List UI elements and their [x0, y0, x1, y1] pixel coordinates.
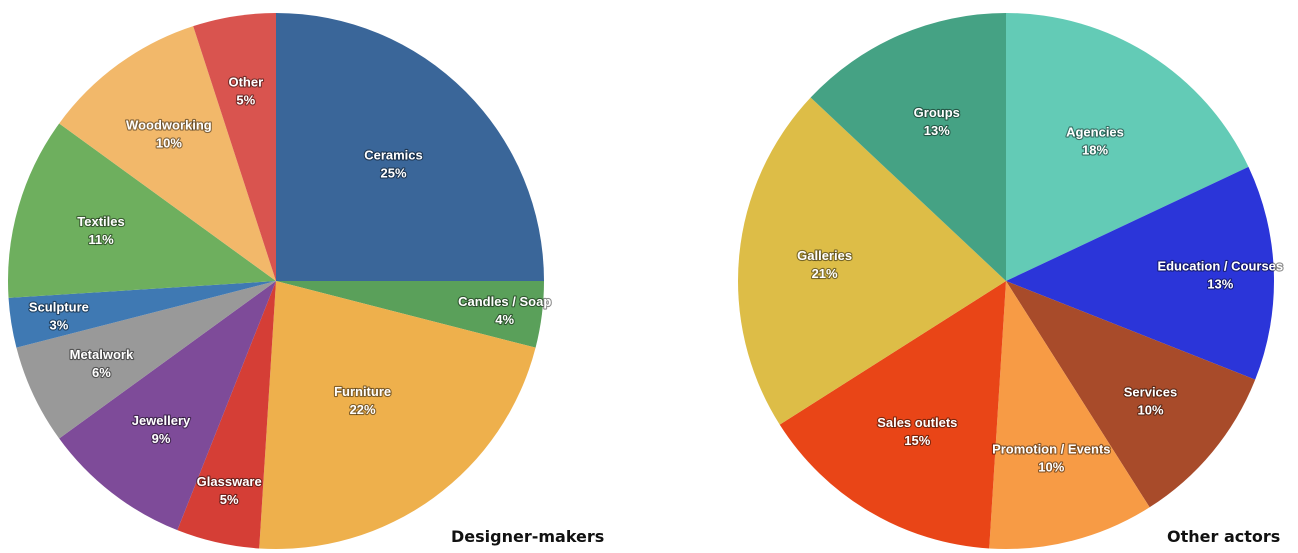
pie-slice-sculpture — [8, 281, 277, 348]
chart-title-other-actors: Other actors — [1167, 527, 1281, 546]
slice-label-agencies: Agencies 18% — [1066, 125, 1124, 158]
slice-value-woodworking: 10% — [156, 136, 182, 151]
slice-value-sculpture: 3% — [50, 317, 69, 332]
slice-category-services: Services — [1124, 385, 1178, 400]
slice-label-services: Services 10% — [1124, 385, 1178, 418]
slice-value-education-courses: 13% — [1207, 276, 1233, 291]
slice-value-textiles: 11% — [88, 232, 114, 247]
slice-value-galleries: 21% — [812, 266, 838, 281]
pie-slice-furniture — [259, 281, 536, 549]
slice-value-metalwork: 6% — [92, 365, 111, 380]
slice-category-glassware: Glassware — [197, 474, 262, 489]
pie-slice-education-courses — [1006, 166, 1274, 380]
pie-slice-metalwork — [16, 281, 276, 439]
slice-value-ceramics: 25% — [380, 166, 406, 181]
slice-category-woodworking: Woodworking — [126, 118, 212, 133]
slice-category-jewellery: Jewellery — [132, 413, 191, 428]
slice-value-other: 5% — [236, 92, 255, 107]
pie-slice-textiles — [8, 123, 277, 298]
pie-slice-jewellery — [59, 281, 277, 531]
pie-slice-ceramics — [276, 13, 544, 281]
slice-value-glassware: 5% — [220, 492, 239, 507]
slice-category-promotion-events: Promotion / Events — [992, 442, 1110, 457]
slice-value-furniture: 22% — [350, 402, 376, 417]
pie-slice-other — [193, 13, 276, 281]
slice-category-metalwork: Metalwork — [70, 347, 134, 362]
slice-label-other: Other 5% — [228, 74, 263, 107]
pie-chart-designer-makers: Ceramics 25% Candles / Soap 4% Furniture 22% G… — [8, 13, 552, 549]
slice-category-furniture: Furniture — [334, 384, 391, 399]
slice-value-promotion-events: 10% — [1038, 460, 1064, 475]
pie-slice-groups — [810, 13, 1006, 281]
chart-title-designer-makers: Designer-makers — [451, 527, 605, 546]
pie-slice-woodworking — [59, 26, 277, 282]
slice-label-ceramics: Ceramics 25% — [364, 148, 423, 181]
slice-label-promotion-events: Promotion / Events 10% — [992, 442, 1110, 475]
slice-category-candles-soap: Candles / Soap — [458, 294, 551, 309]
slice-category-sales-outlets: Sales outlets — [877, 415, 957, 430]
slice-category-textiles: Textiles — [77, 214, 124, 229]
pie-slice-agencies — [1006, 13, 1249, 281]
slice-label-metalwork: Metalwork 6% — [70, 347, 134, 380]
pie-chart-other-actors: Agencies 18% Education / Courses 13% Service… — [738, 13, 1284, 549]
slice-category-sculpture: Sculpture — [29, 299, 89, 314]
slice-category-groups: Groups — [914, 105, 960, 120]
slice-label-furniture: Furniture 22% — [334, 384, 391, 417]
pie-slice-promotion-events — [989, 281, 1150, 549]
slice-label-groups: Groups 13% — [914, 105, 960, 138]
pie-slice-sales-outlets — [779, 281, 1006, 549]
slice-label-textiles: Textiles 11% — [77, 214, 124, 247]
slice-label-woodworking: Woodworking 10% — [126, 118, 212, 151]
slice-value-jewellery: 9% — [152, 431, 171, 446]
slice-value-sales-outlets: 15% — [904, 433, 930, 448]
slice-label-jewellery: Jewellery 9% — [132, 413, 191, 446]
slice-label-glassware: Glassware 5% — [197, 474, 262, 507]
pie-slice-glassware — [177, 281, 276, 549]
slice-label-sculpture: Sculpture 3% — [29, 299, 89, 332]
slice-value-candles-soap: 4% — [495, 312, 514, 327]
slice-label-sales-outlets: Sales outlets 15% — [877, 415, 957, 448]
slice-value-services: 10% — [1137, 403, 1163, 418]
pie-slice-services — [1006, 281, 1256, 508]
slice-label-education-courses: Education / Courses 13% — [1157, 258, 1283, 291]
slice-category-agencies: Agencies — [1066, 125, 1124, 140]
slice-label-candles-soap: Candles / Soap 4% — [458, 294, 551, 327]
pie-slice-candles-soap — [276, 281, 544, 348]
slice-category-other: Other — [228, 74, 263, 89]
slice-label-galleries: Galleries 21% — [797, 248, 852, 281]
slice-category-ceramics: Ceramics — [364, 148, 423, 163]
slice-category-education-courses: Education / Courses — [1157, 258, 1283, 273]
slice-value-agencies: 18% — [1082, 143, 1108, 158]
slice-category-galleries: Galleries — [797, 248, 852, 263]
pie-slice-galleries — [738, 97, 1006, 425]
slice-value-groups: 13% — [924, 123, 950, 138]
